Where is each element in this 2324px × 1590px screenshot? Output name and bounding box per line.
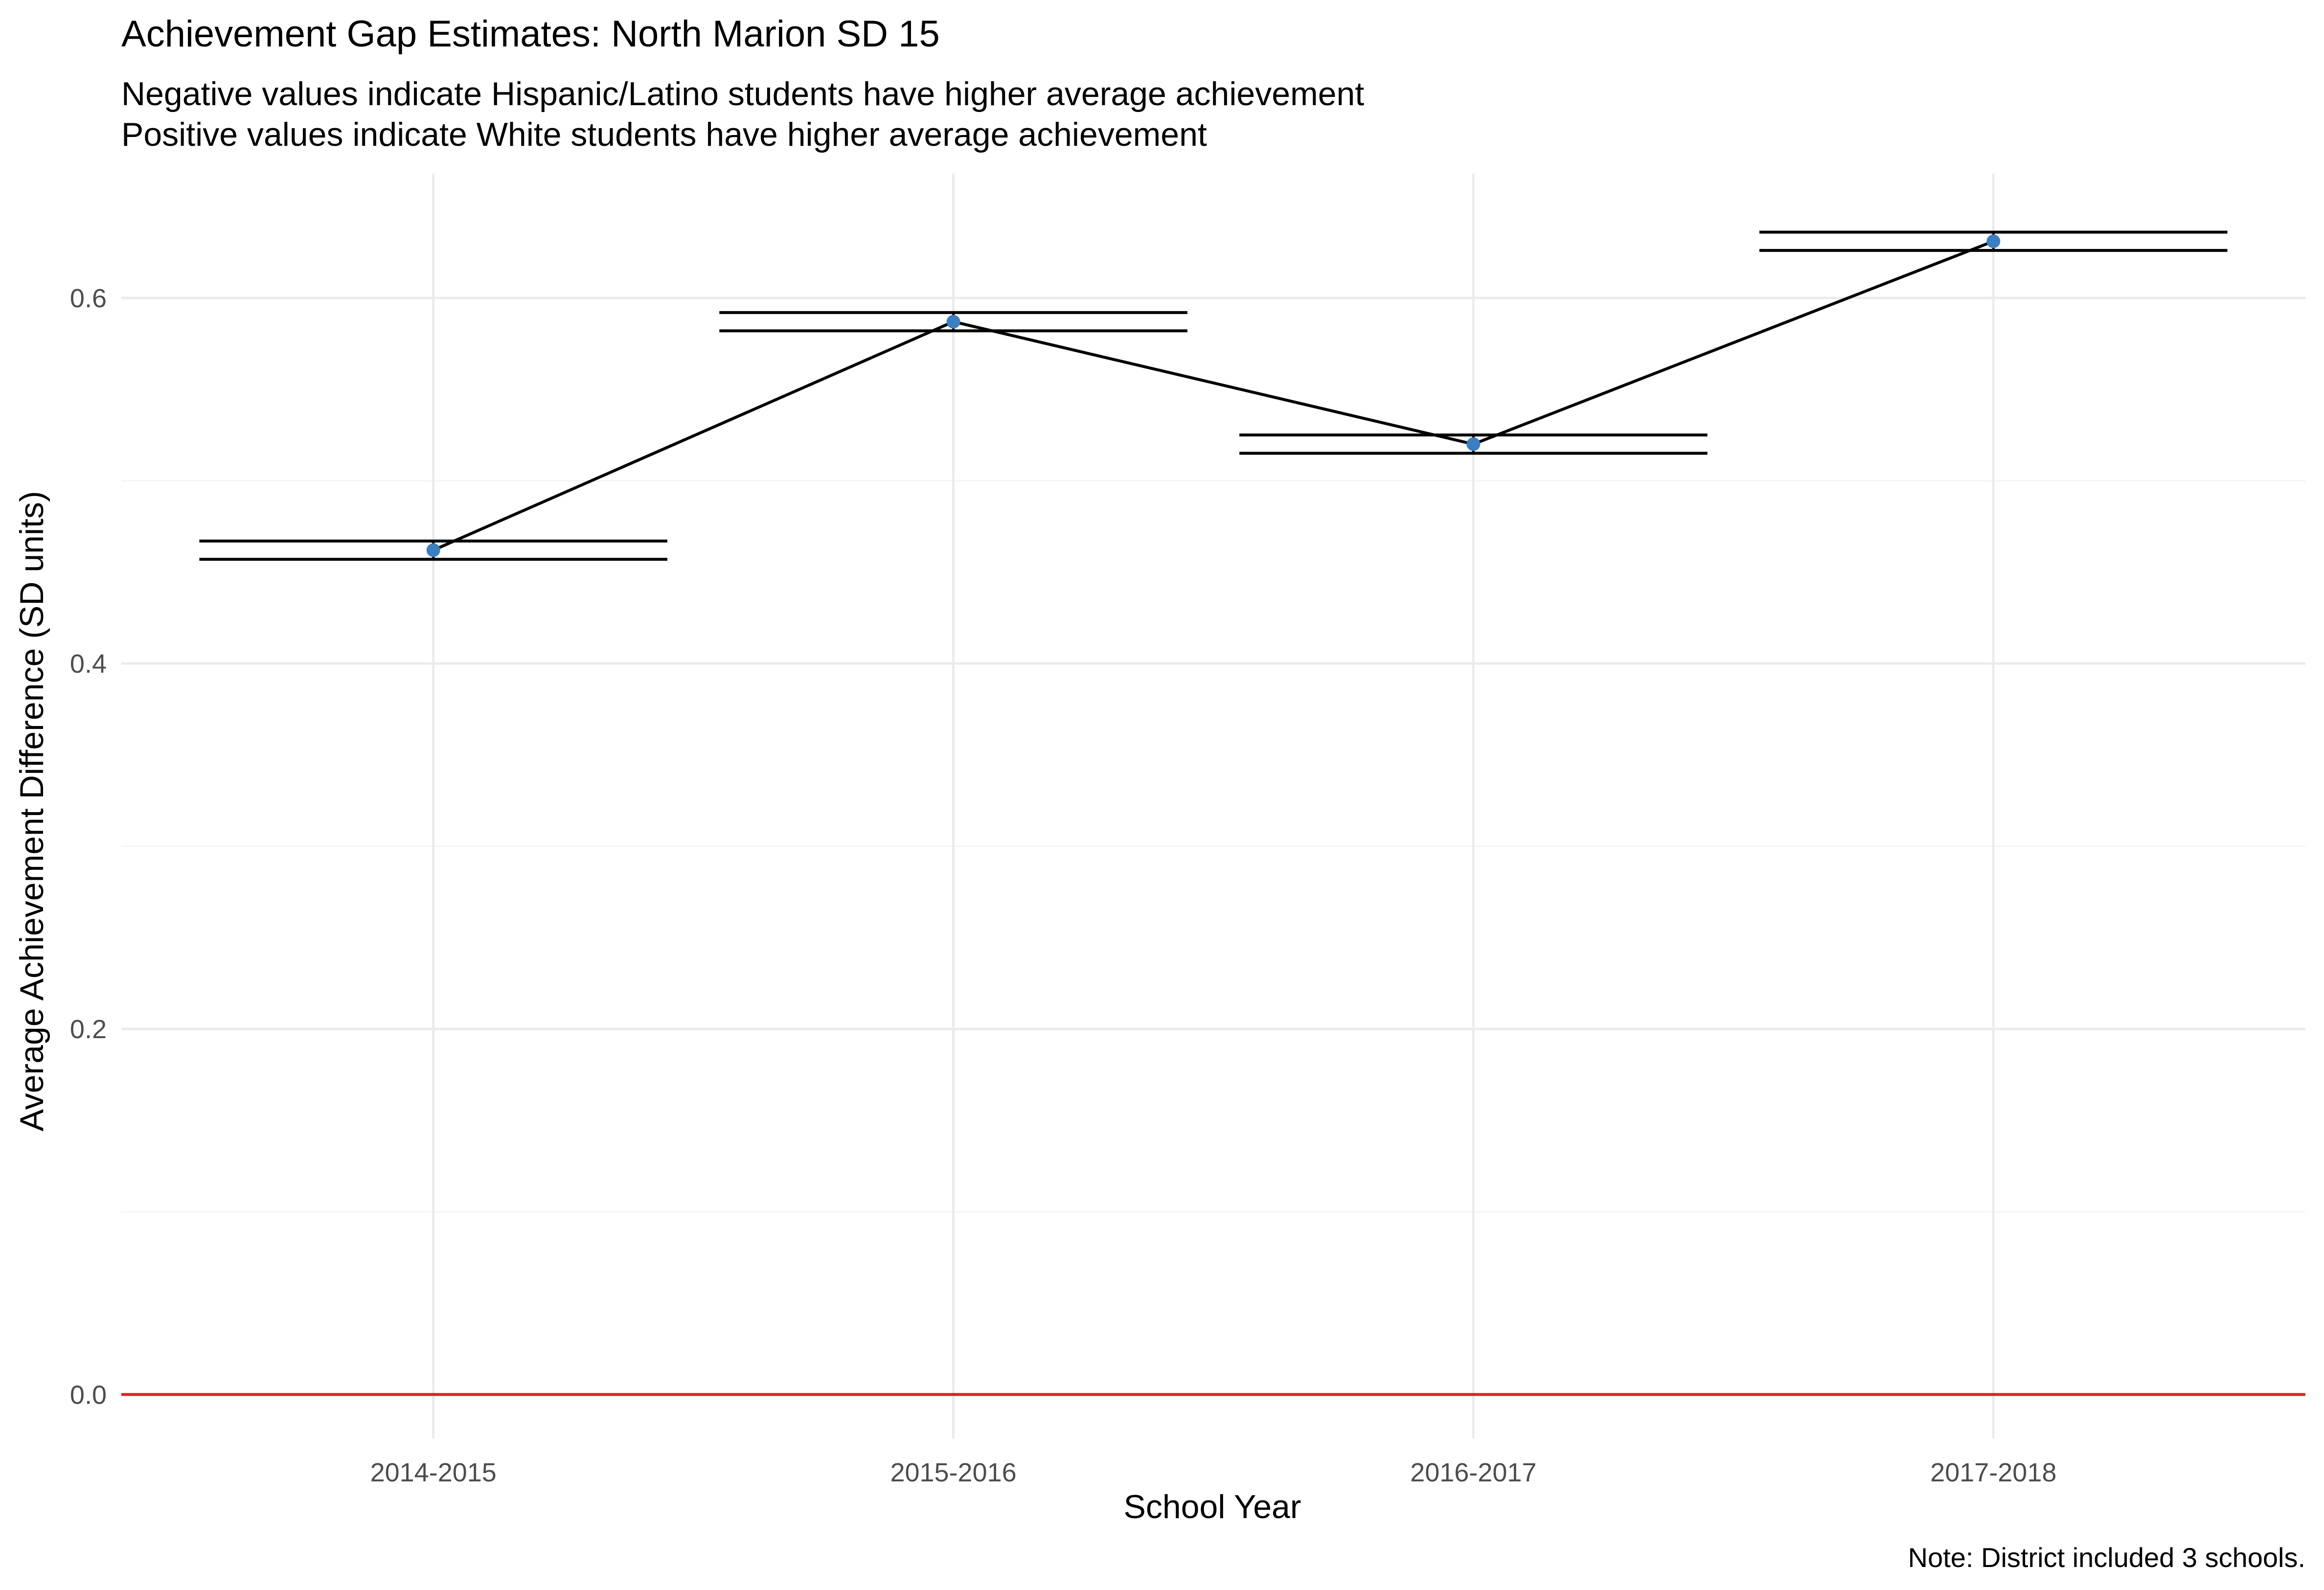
- chart-subtitle-line-1: Negative values indicate Hispanic/Latino…: [121, 75, 1364, 113]
- y-tick-label: 0.6: [70, 284, 107, 313]
- y-tick-label: 0.2: [70, 1015, 107, 1044]
- data-point: [1466, 437, 1481, 451]
- y-tick-label: 0.4: [70, 649, 107, 679]
- data-point: [946, 315, 960, 329]
- x-tick-label: 2014-2015: [370, 1458, 497, 1487]
- x-tick-label: 2017-2018: [1930, 1458, 2056, 1487]
- chart-caption: Note: District included 3 schools.: [1908, 1542, 2305, 1573]
- series-line: [433, 240, 1994, 552]
- x-axis-title: School Year: [1124, 1488, 1301, 1525]
- y-axis-title: Average Achievement Difference (SD units…: [13, 491, 50, 1131]
- x-tick-label: 2015-2016: [890, 1458, 1016, 1487]
- chart-subtitle-line-2: Positive values indicate White students …: [121, 116, 1207, 153]
- x-tick-label: 2016-2017: [1410, 1458, 1536, 1487]
- y-tick-label: 0.0: [70, 1380, 107, 1409]
- data-point: [1986, 234, 2001, 249]
- chart-title: Achievement Gap Estimates: North Marion …: [121, 13, 940, 55]
- plot-panel: 0.0 0.2 0.4 0.6 2014-2015 2015-2016 2016-2017 2…: [70, 174, 2305, 1487]
- data-point: [426, 543, 440, 557]
